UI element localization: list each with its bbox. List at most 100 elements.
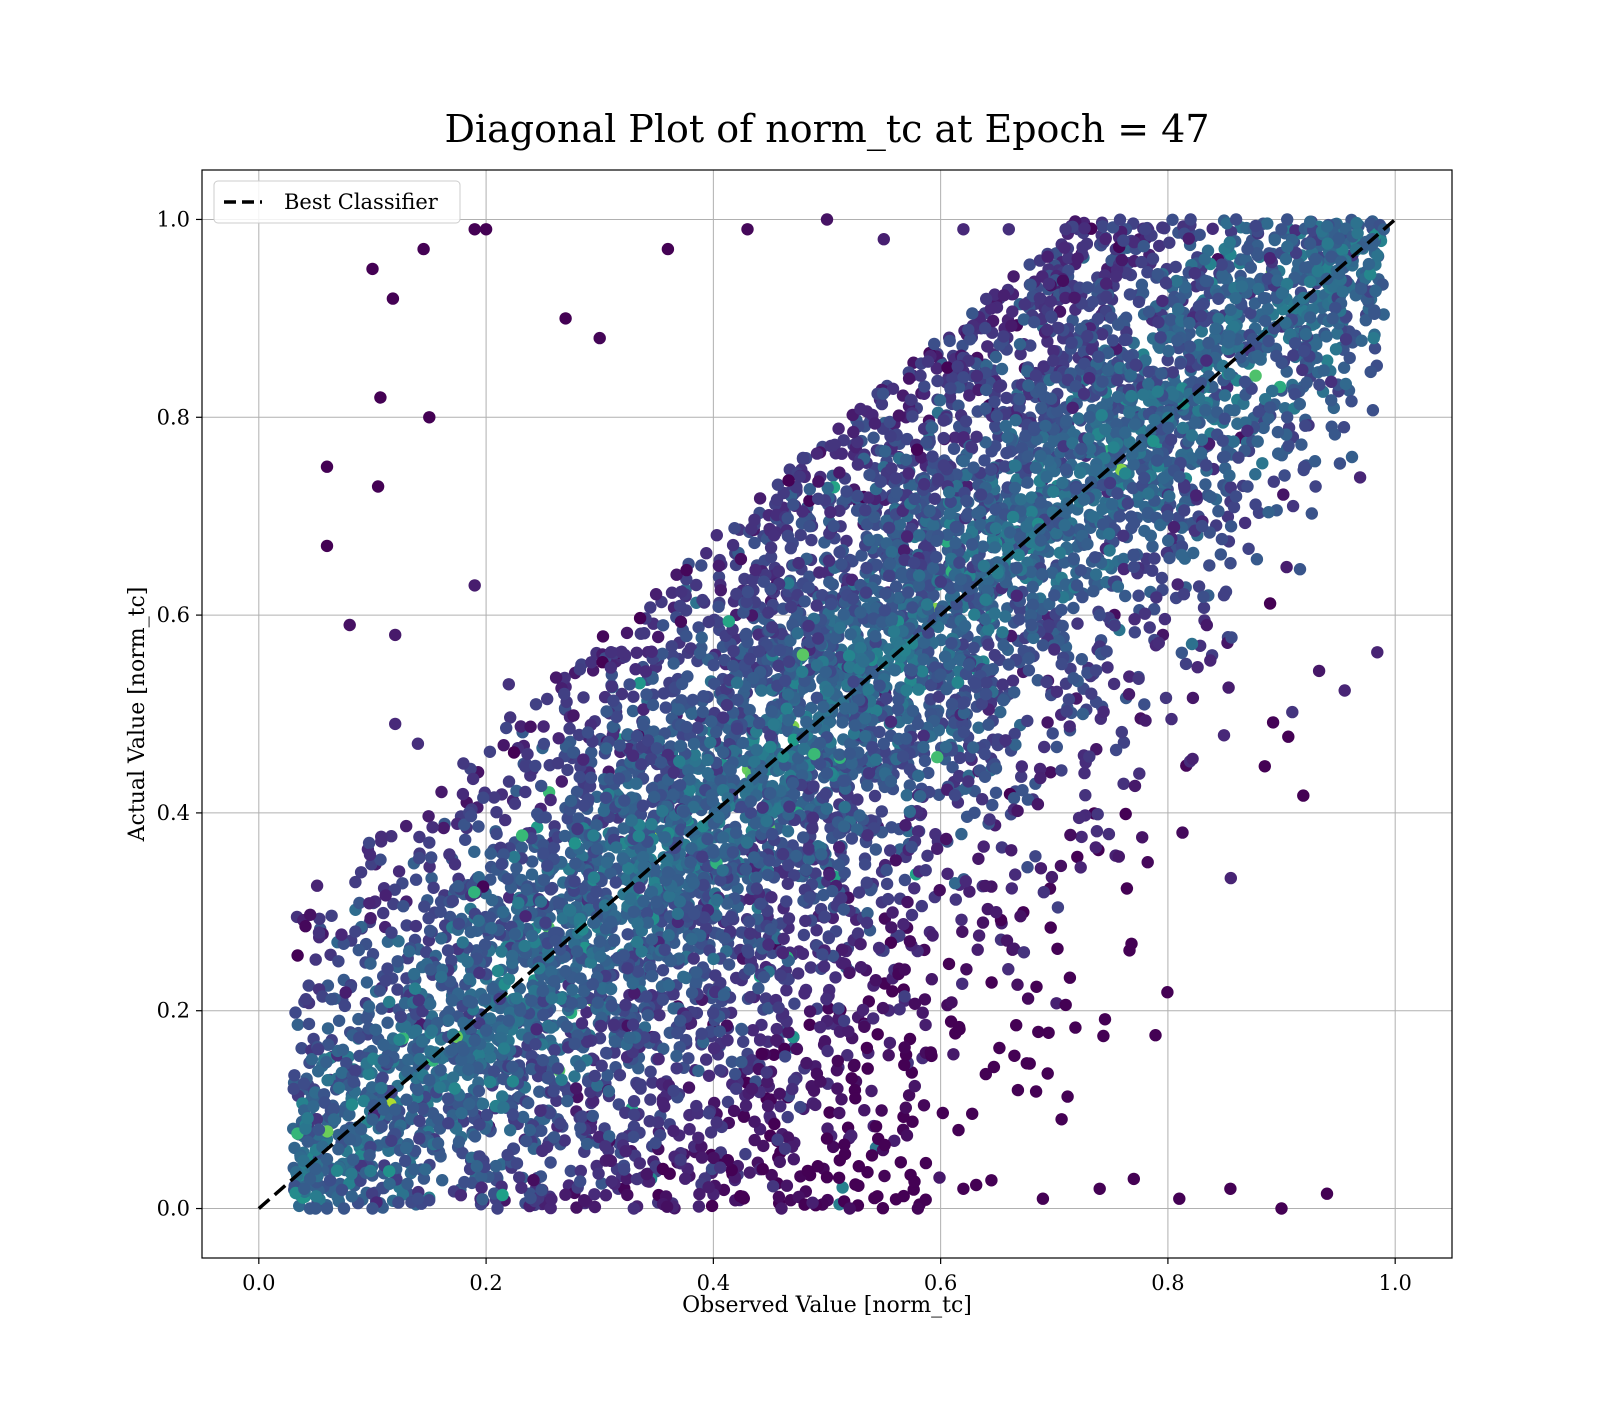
- scatter-point: [658, 687, 670, 699]
- scatter-point: [852, 1180, 864, 1192]
- scatter-point: [325, 910, 337, 922]
- scatter-point: [1000, 392, 1012, 404]
- scatter-point: [311, 880, 323, 892]
- scatter-point: [553, 897, 565, 909]
- scatter-point: [1159, 613, 1171, 625]
- scatter-point: [1121, 882, 1133, 894]
- scatter-point: [322, 1022, 334, 1034]
- scatter-point: [513, 1171, 525, 1183]
- scatter-point: [1030, 981, 1042, 993]
- scatter-point: [688, 952, 700, 964]
- scatter-point: [909, 1080, 921, 1092]
- scatter-point: [1325, 394, 1337, 406]
- scatter-point: [683, 1081, 695, 1093]
- scatter-point: [1016, 760, 1028, 772]
- scatter-point: [693, 1200, 705, 1212]
- scatter-point: [782, 1026, 794, 1038]
- scatter-point: [600, 1189, 612, 1201]
- scatter-point: [1180, 658, 1192, 670]
- scatter-point: [1250, 220, 1262, 232]
- scatter-point: [832, 423, 844, 435]
- scatter-point: [833, 1107, 845, 1119]
- scatter-point: [804, 1005, 816, 1017]
- scatter-point: [1052, 901, 1064, 913]
- scatter-point: [682, 1052, 694, 1064]
- scatter-point: [1092, 808, 1104, 820]
- scatter-point: [804, 1019, 816, 1031]
- scatter-point: [835, 1093, 847, 1105]
- scatter-point: [1091, 825, 1103, 837]
- scatter-point: [1038, 886, 1050, 898]
- scatter-point: [1277, 488, 1289, 500]
- scatter-point: [953, 1021, 965, 1033]
- scatter-point: [949, 877, 961, 889]
- scatter-point: [985, 1174, 997, 1186]
- scatter-point: [916, 900, 928, 912]
- scatter-point: [1242, 543, 1254, 555]
- scatter-point: [767, 1180, 779, 1192]
- scatter-point: [1002, 963, 1014, 975]
- scatter-point: [1035, 862, 1047, 874]
- scatter-point: [1006, 305, 1018, 317]
- scatter-point: [603, 1154, 615, 1166]
- scatter-point: [1064, 972, 1076, 984]
- scatter-point: [680, 630, 692, 642]
- scatter-point: [1218, 729, 1230, 741]
- scatter-point: [960, 875, 972, 887]
- scatter-point: [895, 1156, 907, 1168]
- scatter-point: [458, 1176, 470, 1188]
- scatter-point: [704, 736, 716, 748]
- scatter-point: [799, 915, 811, 927]
- scatter-point: [1132, 590, 1144, 602]
- scatter-point: [1286, 706, 1298, 718]
- scatter-point: [772, 479, 784, 491]
- scatter-point: [933, 1171, 945, 1183]
- scatter-point: [729, 1068, 741, 1080]
- scatter-point: [1076, 591, 1088, 603]
- scatter-point: [696, 594, 708, 606]
- scatter-point: [410, 874, 422, 886]
- scatter-point: [375, 831, 387, 843]
- scatter-point: [1215, 548, 1227, 560]
- scatter-point: [1346, 451, 1358, 463]
- scatter-point: [498, 739, 510, 751]
- scatter-point: [628, 1095, 640, 1107]
- scatter-point: [1149, 1029, 1161, 1041]
- scatter-point: [771, 1023, 783, 1035]
- scatter-point: [849, 1092, 861, 1104]
- scatter-point: [675, 586, 687, 598]
- scatter-point: [853, 1160, 865, 1172]
- scatter-point: [968, 642, 980, 654]
- scatter-point: [1063, 693, 1075, 705]
- scatter-point: [436, 1174, 448, 1186]
- scatter-point: [996, 363, 1008, 375]
- scatter-point: [858, 1104, 870, 1116]
- scatter-point: [1165, 314, 1177, 326]
- scatter-point: [1061, 1090, 1073, 1102]
- scatter-point: [1318, 364, 1330, 376]
- scatter-point: [1256, 457, 1268, 469]
- scatter-point: [490, 828, 502, 840]
- scatter-point: [868, 1192, 880, 1204]
- scatter-point: [1103, 828, 1115, 840]
- scatter-point: [1029, 850, 1041, 862]
- scatter-point: [475, 1181, 487, 1193]
- scatter-point: [976, 793, 988, 805]
- scatter-point: [898, 1059, 910, 1071]
- scatter-point: [629, 663, 641, 675]
- scatter-point: [653, 1009, 665, 1021]
- scatter-point: [700, 547, 712, 559]
- scatter-point: [739, 1148, 751, 1160]
- scatter-point: [1101, 661, 1113, 673]
- scatter-point: [1313, 379, 1325, 391]
- scatter-point: [972, 944, 984, 956]
- scatter-point: [782, 1111, 794, 1123]
- scatter-point: [650, 588, 662, 600]
- scatter-point: [1138, 698, 1150, 710]
- scatter-point: [561, 1020, 573, 1032]
- scatter-point: [1056, 658, 1068, 670]
- scatter-point: [1051, 943, 1063, 955]
- scatter-point: [1207, 223, 1219, 235]
- scatter-point: [652, 631, 664, 643]
